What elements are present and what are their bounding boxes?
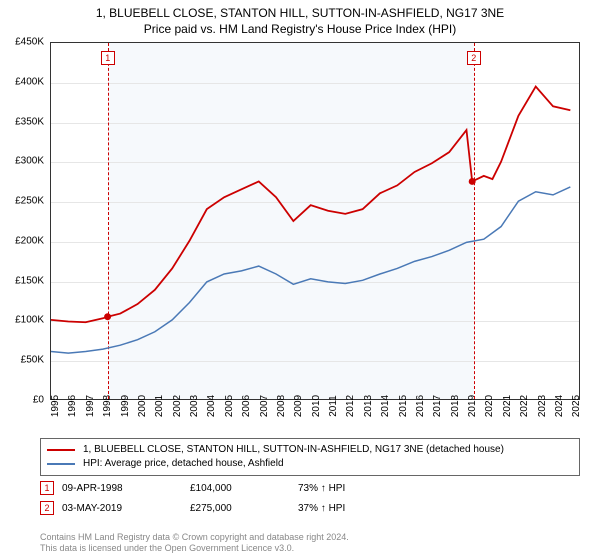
event-pct: 37% ↑ HPI — [298, 503, 398, 514]
y-axis: £0£50K£100K£150K£200K£250K£300K£350K£400… — [0, 42, 50, 400]
y-tick-label: £50K — [21, 355, 44, 366]
series-price_paid — [51, 87, 570, 323]
chart-svg — [51, 43, 579, 399]
y-tick-label: £350K — [15, 116, 44, 127]
legend-row: HPI: Average price, detached house, Ashf… — [47, 457, 573, 471]
y-tick-label: £300K — [15, 156, 44, 167]
legend-swatch — [47, 449, 75, 451]
legend-label: HPI: Average price, detached house, Ashf… — [83, 457, 284, 471]
event-row: 2 03-MAY-2019 £275,000 37% ↑ HPI — [40, 498, 580, 518]
title-line-2: Price paid vs. HM Land Registry's House … — [0, 22, 600, 38]
y-tick-label: £200K — [15, 235, 44, 246]
events-table: 1 09-APR-1998 £104,000 73% ↑ HPI 2 03-MAY-201… — [40, 478, 580, 518]
legend: 1, BLUEBELL CLOSE, STANTON HILL, SUTTON-… — [40, 438, 580, 476]
event-marker-box: 2 — [467, 51, 481, 65]
footer: Contains HM Land Registry data © Crown c… — [40, 532, 580, 555]
x-axis: 1995199619971998199920002001200220032004… — [50, 400, 580, 440]
legend-label: 1, BLUEBELL CLOSE, STANTON HILL, SUTTON-… — [83, 443, 504, 457]
event-row-marker: 2 — [40, 501, 54, 515]
y-tick-label: £250K — [15, 196, 44, 207]
chart-area: 12 — [50, 42, 580, 400]
event-row-marker: 1 — [40, 481, 54, 495]
event-date: 03-MAY-2019 — [62, 503, 182, 514]
event-marker-box: 1 — [101, 51, 115, 65]
event-pct: 73% ↑ HPI — [298, 483, 398, 494]
legend-swatch — [47, 463, 75, 465]
event-dot — [104, 313, 111, 320]
y-tick-label: £400K — [15, 76, 44, 87]
legend-row: 1, BLUEBELL CLOSE, STANTON HILL, SUTTON-… — [47, 443, 573, 457]
y-tick-label: £100K — [15, 315, 44, 326]
title-line-1: 1, BLUEBELL CLOSE, STANTON HILL, SUTTON-… — [0, 6, 600, 22]
footer-line-2: This data is licensed under the Open Gov… — [40, 543, 580, 554]
y-tick-label: £0 — [33, 395, 44, 406]
series-hpi — [51, 187, 570, 353]
event-date: 09-APR-1998 — [62, 483, 182, 494]
event-price: £275,000 — [190, 503, 290, 514]
y-tick-label: £450K — [15, 37, 44, 48]
footer-line-1: Contains HM Land Registry data © Crown c… — [40, 532, 580, 543]
y-tick-label: £150K — [15, 275, 44, 286]
title-block: 1, BLUEBELL CLOSE, STANTON HILL, SUTTON-… — [0, 0, 600, 37]
chart-container: 1, BLUEBELL CLOSE, STANTON HILL, SUTTON-… — [0, 0, 600, 560]
event-row: 1 09-APR-1998 £104,000 73% ↑ HPI — [40, 478, 580, 498]
event-price: £104,000 — [190, 483, 290, 494]
event-dot — [469, 178, 476, 185]
